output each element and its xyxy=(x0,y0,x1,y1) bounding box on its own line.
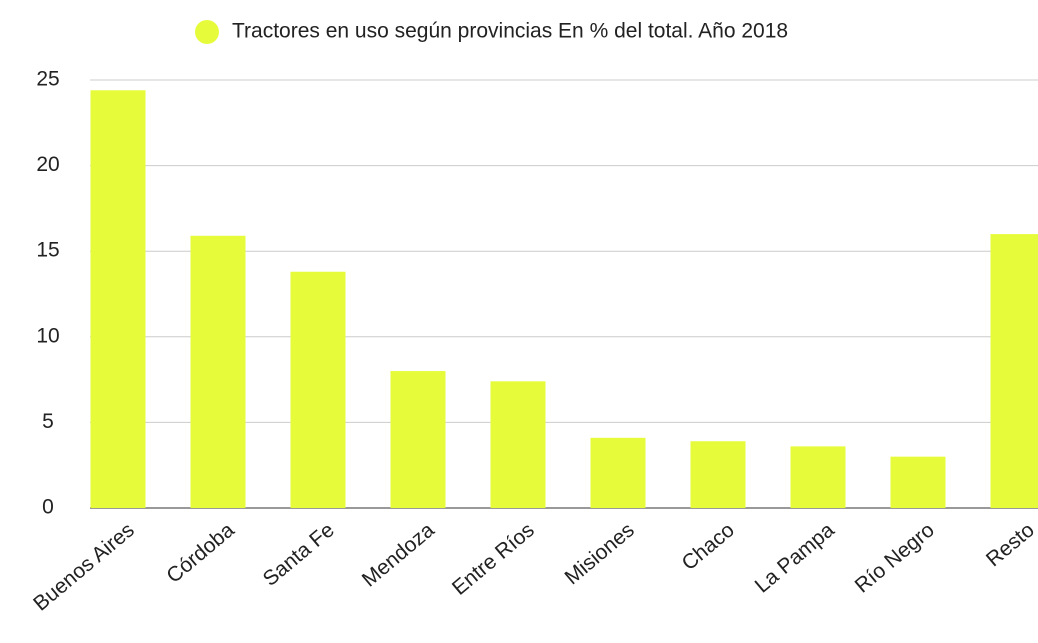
y-tick-label: 20 xyxy=(36,153,59,176)
bar xyxy=(590,437,646,508)
legend-label: Tractores en uso según provincias En % d… xyxy=(232,20,788,43)
y-tick-label: 25 xyxy=(36,68,59,91)
x-tick-label: Entre Ríos xyxy=(448,518,539,599)
x-tick-label: Buenos Aires xyxy=(29,518,139,615)
y-tick-label: 0 xyxy=(42,496,54,519)
x-tick-label: Resto xyxy=(982,518,1038,571)
x-tick-label: Río Negro xyxy=(851,518,939,597)
bar xyxy=(90,90,146,508)
x-tick-label: Santa Fe xyxy=(259,518,339,590)
x-tick-label: Chaco xyxy=(677,518,738,575)
x-tick-label: Córdoba xyxy=(162,518,239,588)
x-tick-label: Misiones xyxy=(561,518,639,589)
x-tick-label: La Pampa xyxy=(751,518,839,597)
bar xyxy=(490,381,546,508)
bar xyxy=(390,371,446,508)
y-tick-label: 15 xyxy=(36,239,59,262)
bar xyxy=(190,235,246,509)
bar xyxy=(890,456,946,508)
legend-marker xyxy=(195,20,219,44)
y-tick-label: 10 xyxy=(36,324,59,347)
bar xyxy=(290,271,346,508)
y-tick-label: 5 xyxy=(42,410,54,433)
bar xyxy=(990,234,1038,508)
x-tick-label: Mendoza xyxy=(358,518,439,591)
bar xyxy=(790,446,846,508)
bar xyxy=(690,441,746,508)
